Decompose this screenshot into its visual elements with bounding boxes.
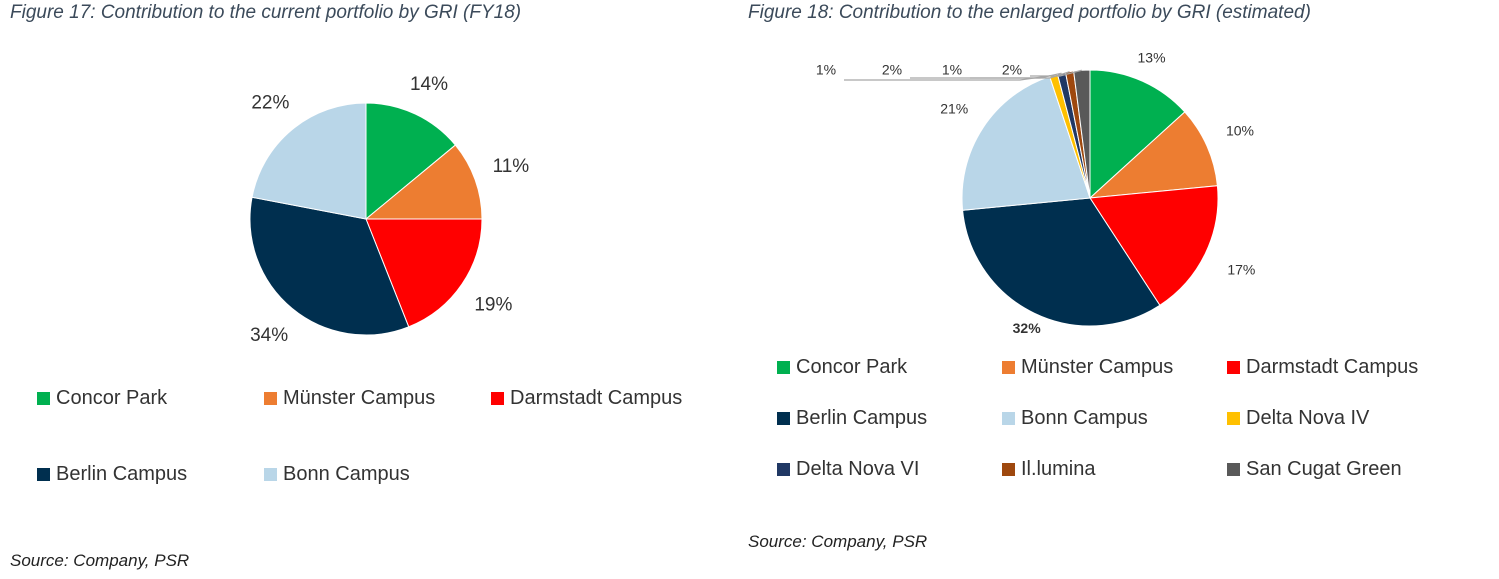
data-label-concor-park: 14%	[410, 74, 448, 95]
legend-item-m-nster-campus: Münster Campus	[1002, 356, 1173, 379]
figure-17-title: Figure 17: Contribution to the current p…	[10, 2, 522, 23]
legend-label-delta-nova-iv: Delta Nova IV	[1246, 407, 1370, 429]
data-label-darmstadt-campus: 17%	[1227, 262, 1255, 278]
legend-swatch-m-nster-campus	[1002, 361, 1015, 374]
pie-slice-berlin-campus	[962, 197, 1161, 327]
legend-swatch-il-lumina	[1002, 463, 1015, 476]
pie-slice-bonn-campus	[961, 75, 1091, 211]
legend-item-darmstadt-campus: Darmstadt Campus	[491, 387, 682, 410]
legend-swatch-delta-nova-vi	[777, 463, 790, 476]
data-label-m-nster-campus: 10%	[1226, 122, 1254, 138]
legend-label-bonn-campus: Bonn Campus	[1021, 407, 1148, 429]
legend-swatch-bonn-campus	[264, 468, 277, 481]
legend-item-il-lumina: Il.lumina	[1002, 458, 1095, 481]
data-label-berlin-campus: 34%	[250, 325, 288, 346]
data-label-delta-nova-iv: 1%	[816, 62, 836, 78]
legend-item-delta-nova-iv: Delta Nova IV	[1227, 407, 1369, 430]
source-note-right: Source: Company, PSR	[748, 532, 928, 551]
pie-slice-darmstadt-campus	[1089, 185, 1219, 306]
legend-swatch-darmstadt-campus	[491, 392, 504, 405]
legend-label-concor-park: Concor Park	[796, 356, 908, 378]
legend-item-bonn-campus: Bonn Campus	[1002, 407, 1148, 430]
pie-slice-bonn-campus	[251, 102, 367, 220]
leader-line-il-lumina	[910, 71, 1070, 79]
pie-slice-berlin-campus	[249, 196, 410, 336]
pie-slice-concor-park	[1089, 69, 1186, 200]
pie-chart-enlarged-portfolio: 13% 10% 17% 32% 21% 1% 1% 2% 2%	[816, 50, 1255, 337]
legend-item-concor-park: Concor Park	[777, 356, 907, 379]
legend-label-darmstadt-campus: Darmstadt Campus	[510, 387, 683, 409]
legend-label-m-nster-campus: Münster Campus	[283, 387, 436, 409]
source-note-left: Source: Company, PSR	[10, 551, 190, 570]
legend-label-m-nster-campus: Münster Campus	[1021, 356, 1174, 378]
data-label-delta-nova-vi: 1%	[942, 62, 962, 78]
data-label-il-lumina: 2%	[882, 62, 902, 78]
legend-label-delta-nova-vi: Delta Nova VI	[796, 458, 920, 480]
pie-chart-current-portfolio: 14% 11% 19% 34% 22%	[249, 74, 530, 346]
legend-label-berlin-campus: Berlin Campus	[796, 407, 928, 429]
pie-slice-m-nster-campus	[1088, 111, 1218, 199]
legend-swatch-berlin-campus	[37, 468, 50, 481]
pie-slice-darmstadt-campus	[365, 218, 483, 328]
legend-label-concor-park: Concor Park	[56, 387, 168, 409]
legend-swatch-bonn-campus	[1002, 412, 1015, 425]
data-label-bonn-campus: 21%	[940, 100, 968, 116]
pie-slice-concor-park	[365, 102, 457, 221]
legend-swatch-san-cugat-green	[1227, 463, 1240, 476]
legend-label-berlin-campus: Berlin Campus	[56, 463, 188, 485]
data-label-san-cugat-green: 2%	[1002, 62, 1022, 78]
figure-18-title: Figure 18: Contribution to the enlarged …	[748, 2, 1311, 23]
legend-swatch-berlin-campus	[777, 412, 790, 425]
legend-item-concor-park: Concor Park	[37, 387, 167, 410]
legend-label-san-cugat-green: San Cugat Green	[1246, 458, 1402, 480]
data-label-bonn-campus: 22%	[251, 92, 289, 113]
legend-swatch-m-nster-campus	[264, 392, 277, 405]
legend-item-berlin-campus: Berlin Campus	[777, 407, 927, 430]
legend-item-darmstadt-campus: Darmstadt Campus	[1227, 356, 1418, 379]
legend-item-san-cugat-green: San Cugat Green	[1227, 458, 1402, 481]
leader-line-san-cugat-green	[1030, 69, 1082, 77]
legend-label-il-lumina: Il.lumina	[1021, 458, 1096, 480]
legend-label-darmstadt-campus: Darmstadt Campus	[1246, 356, 1419, 378]
data-label-concor-park: 13%	[1138, 50, 1166, 66]
data-label-m-nster-campus: 11%	[493, 156, 530, 177]
data-label-darmstadt-campus: 19%	[474, 295, 512, 316]
legend-item-berlin-campus: Berlin Campus	[37, 463, 187, 486]
legend-item-m-nster-campus: Münster Campus	[264, 387, 435, 410]
pie-slice-m-nster-campus	[364, 144, 483, 220]
legend-label-bonn-campus: Bonn Campus	[283, 463, 410, 485]
legend-swatch-concor-park	[777, 361, 790, 374]
legend-item-delta-nova-vi: Delta Nova VI	[777, 458, 919, 481]
legend-item-bonn-campus: Bonn Campus	[264, 463, 410, 486]
legend-swatch-darmstadt-campus	[1227, 361, 1240, 374]
legend-swatch-concor-park	[37, 392, 50, 405]
data-label-berlin-campus: 32%	[1013, 320, 1042, 336]
legend-swatch-delta-nova-iv	[1227, 412, 1240, 425]
